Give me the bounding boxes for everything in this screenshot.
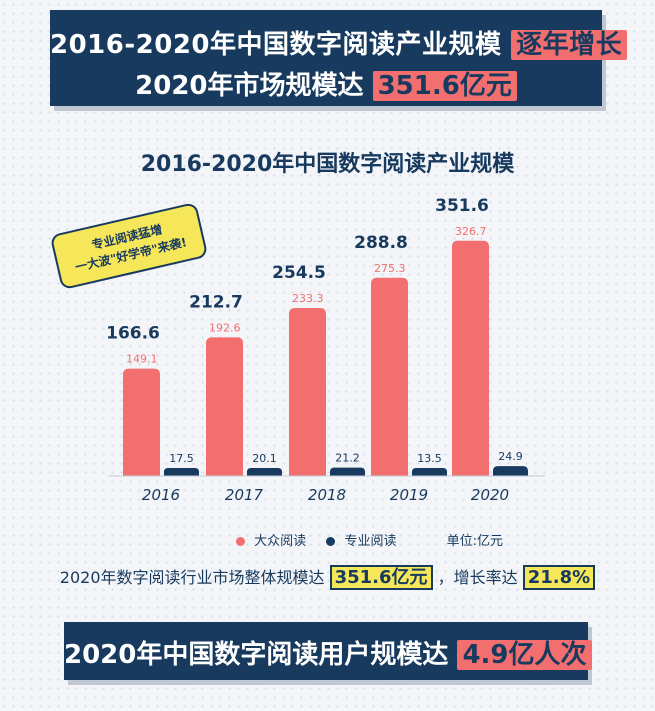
label-total-2017: 212.7 (189, 292, 243, 312)
header-line-1-highlight: 逐年增长 (511, 30, 628, 60)
summary-prefix: 2020年数字阅读行业市场整体规模达 (59, 568, 325, 587)
chart-title: 2016-2020年中国数字阅读产业规模 (140, 152, 515, 177)
footer-banner: 2020年中国数字阅读用户规模达 4.9亿人次 (64, 622, 592, 680)
legend-label-professional: 专业阅读 (344, 534, 397, 549)
bar-professional-2016 (164, 468, 199, 476)
label-mass-2018: 233.3 (292, 292, 324, 305)
summary-line: 2020年数字阅读行业市场整体规模达 351.6亿元 ，增长率达 21.8% (0, 563, 655, 590)
label-professional-2020: 24.9 (498, 450, 523, 463)
legend-item-mass: 大众阅读 (236, 534, 310, 549)
bar-professional-2020 (493, 466, 528, 476)
footer-text: 2020年中国数字阅读用户规模达 (64, 640, 449, 670)
legend-dot-professional (326, 537, 336, 546)
label-total-2020: 351.6 (435, 196, 489, 216)
label-mass-2016: 149.1 (126, 353, 158, 366)
header-line-2-highlight: 351.6亿元 (372, 71, 517, 101)
header-line-1: 2016-2020年中国数字阅读产业规模 逐年增长 (50, 24, 628, 61)
bar-mass-2020 (452, 240, 489, 476)
footer-highlight: 4.9亿人次 (457, 640, 592, 670)
label-total-2016: 166.6 (106, 324, 160, 344)
header-banner: 2016-2020年中国数字阅读产业规模 逐年增长 2020年市场规模达 351… (50, 10, 628, 106)
summary-rate: 21.8% (522, 565, 596, 590)
label-total-2019: 288.8 (354, 233, 408, 253)
header-line-1-text: 2016-2020年中国数字阅读产业规模 (50, 30, 502, 60)
footer-line: 2020年中国数字阅读用户规模达 4.9亿人次 (64, 634, 592, 671)
label-mass-2020: 326.7 (455, 225, 487, 238)
header-line-2-text: 2020年市场规模达 (135, 71, 364, 101)
label-professional-2016: 17.5 (169, 452, 194, 465)
label-mass-2017: 192.6 (209, 321, 241, 334)
x-tick-2018: 2018 (308, 486, 346, 504)
unit-label: 单位:亿元 (446, 534, 503, 549)
header-line-2: 2020年市场规模达 351.6亿元 (50, 65, 602, 102)
label-professional-2017: 20.1 (252, 452, 277, 465)
bar-mass-2018 (289, 308, 326, 476)
legend-dot-mass (236, 537, 245, 546)
bar-professional-2018 (330, 467, 365, 476)
label-mass-2019: 275.3 (374, 262, 406, 275)
label-professional-2018: 21.2 (335, 452, 360, 465)
x-tick-2020: 2020 (471, 486, 509, 504)
summary-value: 351.6亿元 (329, 565, 433, 590)
chart-legend: 大众阅读 专业阅读 单位:亿元 (236, 530, 503, 549)
x-tick-2016: 2016 (142, 486, 180, 504)
bar-mass-2016 (123, 368, 160, 476)
bar-professional-2017 (247, 468, 282, 476)
summary-mid: ，增长率达 (437, 568, 518, 587)
x-tick-2019: 2019 (390, 486, 428, 504)
legend-item-professional: 专业阅读 (326, 534, 400, 549)
legend-label-mass: 大众阅读 (254, 534, 307, 549)
x-tick-2017: 2017 (225, 486, 264, 504)
label-total-2018: 254.5 (272, 263, 326, 283)
bar-mass-2017 (206, 337, 243, 476)
bar-mass-2019 (371, 277, 408, 476)
label-professional-2019: 13.5 (417, 452, 442, 465)
bar-professional-2019 (412, 468, 447, 476)
